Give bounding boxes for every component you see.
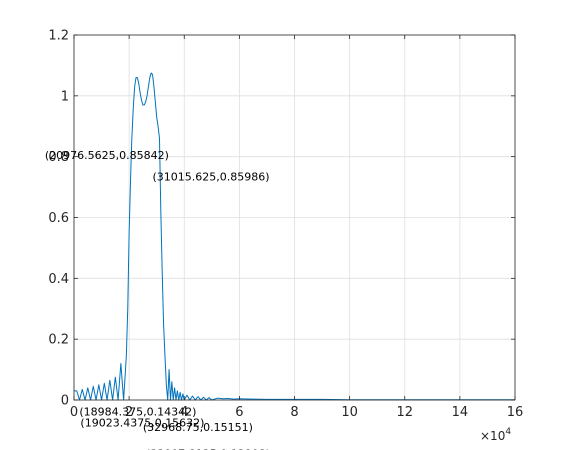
x-tick-label: 2 <box>125 405 133 420</box>
y-tick-label: 1 <box>61 89 69 104</box>
y-tick-label: 0.4 <box>48 272 69 287</box>
x-tick-label: 10 <box>341 405 358 420</box>
x-tick-label: 6 <box>235 405 243 420</box>
y-tick-label: 0.2 <box>48 333 69 348</box>
x-exponent-label: ×104 <box>480 427 511 443</box>
y-tick-label: 1.2 <box>48 29 69 44</box>
tick-labels: 0 2 4 6 8 10 12 14 16 0 0.2 0.4 0.6 0.8 1 1.2 <box>48 29 523 421</box>
series-line-response <box>74 72 515 401</box>
x-tick-label: 4 <box>180 405 188 420</box>
annotation-label: (20976.5625,0.85842) <box>45 149 169 162</box>
y-tick-label: 0.6 <box>48 211 69 226</box>
x-tick-label: 0 <box>70 405 78 420</box>
series-lines <box>74 72 515 401</box>
x-tick-label: 16 <box>507 405 524 420</box>
annotation-label: (32968.75,0.15151) <box>143 421 253 434</box>
annotation-label: (18984.375,0.14342) <box>79 405 196 418</box>
annotations: (20976.5625,0.85842) (31015.625,0.85986) (… <box>45 149 270 450</box>
x-exponent-power: 4 <box>505 427 511 437</box>
axis-ticks <box>73 34 516 401</box>
annotation-label: (19023.4375,0.15632) <box>80 416 204 429</box>
x-tick-label: 12 <box>396 405 413 420</box>
y-tick-label: 0.8 <box>48 150 69 165</box>
x-tick-label: 8 <box>290 405 298 420</box>
annotation-label: (31015.625,0.85986) <box>152 170 269 183</box>
x-tick-label: 14 <box>452 405 469 420</box>
annotation-label: (33007.8125,0.13908) <box>146 448 270 450</box>
y-tick-label: 0 <box>61 394 69 409</box>
